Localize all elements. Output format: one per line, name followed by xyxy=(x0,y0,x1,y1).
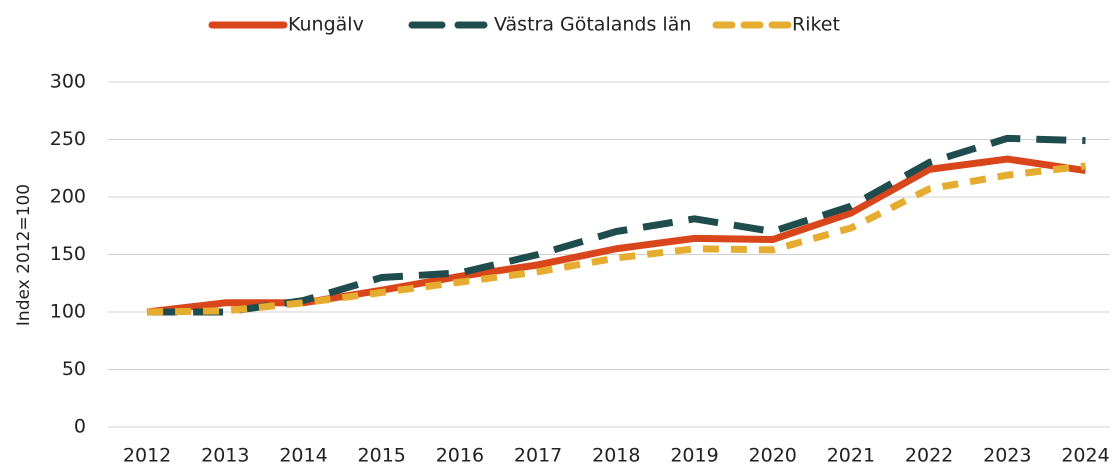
y-tick-label: 300 xyxy=(50,71,86,93)
y-tick-label: 50 xyxy=(62,358,86,380)
legend-label: Kungälv xyxy=(288,14,364,36)
x-tick-label: 2021 xyxy=(827,445,875,467)
legend-label: Riket xyxy=(792,14,840,36)
y-tick-label: 150 xyxy=(50,243,86,265)
x-tick-label: 2018 xyxy=(592,445,640,467)
x-tick-label: 2022 xyxy=(905,445,953,467)
series-line xyxy=(147,134,1086,316)
x-tick-label: 2012 xyxy=(123,445,171,467)
x-tick-label: 2019 xyxy=(670,445,718,467)
series-line xyxy=(146,155,1087,316)
x-tick-label: 2015 xyxy=(358,445,406,467)
x-tick-label: 2023 xyxy=(983,445,1031,467)
x-tick-label: 2020 xyxy=(749,445,797,467)
x-tick-label: 2024 xyxy=(1061,445,1109,467)
y-axis-title: Index 2012=100 xyxy=(14,184,34,326)
x-tick-label: 2013 xyxy=(201,445,249,467)
y-tick-label: 0 xyxy=(74,416,86,438)
y-tick-label: 250 xyxy=(50,128,86,150)
y-tick-label: 200 xyxy=(50,186,86,208)
x-tick-label: 2016 xyxy=(436,445,484,467)
series-line xyxy=(147,162,1086,316)
x-tick-label: 2014 xyxy=(279,445,327,467)
y-tick-label: 100 xyxy=(50,301,86,323)
legend-label: Västra Götalands län xyxy=(494,14,691,36)
x-tick-label: 2017 xyxy=(514,445,562,467)
